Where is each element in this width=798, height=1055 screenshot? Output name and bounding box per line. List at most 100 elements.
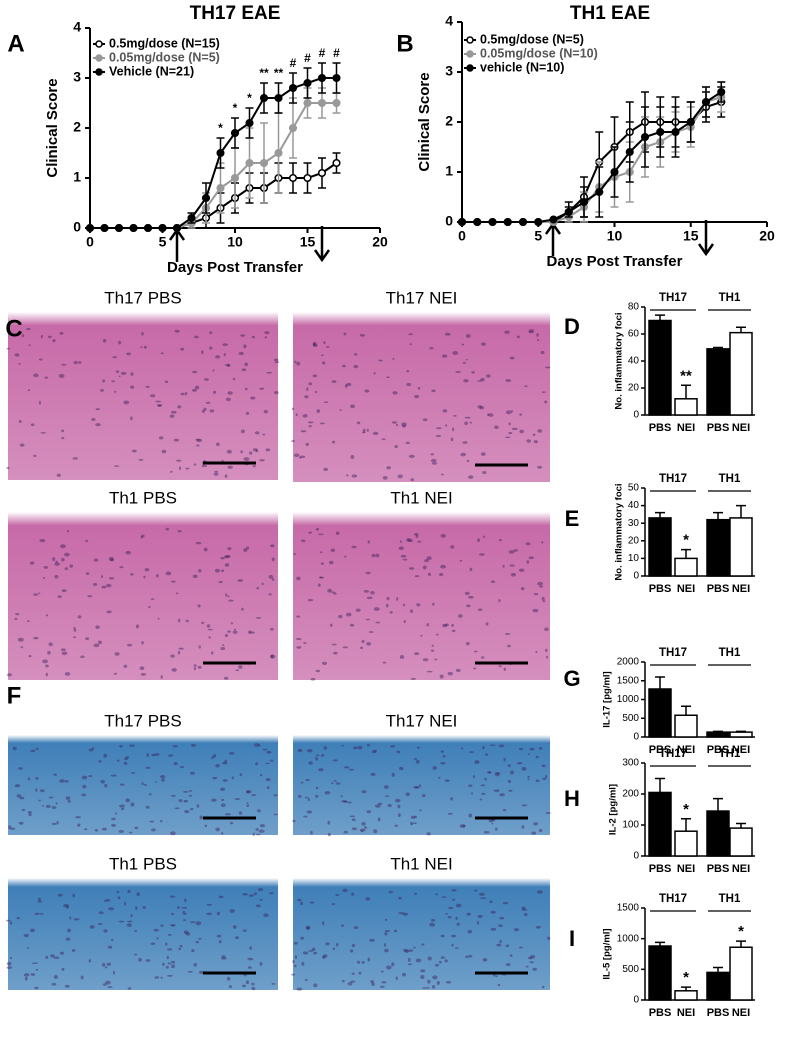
nucleus: [173, 761, 178, 766]
nucleus: [64, 984, 70, 988]
nucleus: [182, 910, 186, 915]
nucleus: [222, 779, 228, 782]
legend-marker: [466, 64, 474, 72]
nucleus: [464, 416, 471, 419]
nucleus: [451, 943, 454, 947]
nucleus: [164, 380, 169, 384]
nucleus: [414, 394, 420, 399]
nucleus: [218, 581, 223, 584]
nucleus: [274, 390, 279, 395]
nucleus: [331, 782, 334, 785]
nucleus: [254, 743, 259, 747]
nucleus: [225, 397, 231, 402]
nucleus: [255, 904, 261, 908]
nucleus: [203, 378, 209, 381]
bar: [706, 518, 730, 577]
nucleus: [432, 975, 438, 980]
nucleus: [232, 630, 238, 634]
nucleus: [98, 911, 104, 915]
nucleus: [525, 542, 531, 546]
nucleus: [247, 957, 254, 961]
nucleus: [427, 979, 431, 984]
nucleus: [321, 955, 326, 959]
nucleus: [80, 975, 84, 980]
nucleus: [361, 829, 364, 833]
nucleus: [249, 631, 256, 634]
legend-label: 0.05mg/dose (N=5): [109, 50, 220, 64]
nucleus: [120, 371, 127, 375]
nucleus: [102, 379, 106, 383]
y-tick-label: 10: [628, 553, 640, 564]
nucleus: [362, 428, 366, 433]
x-tick-label: NEI: [732, 583, 750, 595]
nucleus: [366, 641, 372, 646]
image-caption: Th17 PBS: [104, 288, 182, 307]
nucleus: [251, 794, 257, 797]
nucleus: [194, 335, 199, 339]
y-tick-label: 100: [622, 820, 639, 831]
nucleus: [197, 665, 202, 669]
panel-label: E: [565, 506, 580, 531]
nucleus: [45, 664, 49, 668]
nucleus: [99, 388, 104, 392]
nucleus: [384, 932, 388, 936]
nucleus: [545, 655, 549, 659]
data-point: [143, 223, 153, 233]
nucleus: [114, 390, 117, 393]
nucleus: [146, 753, 149, 758]
x-tick-label: PBS: [649, 744, 672, 756]
nucleus: [209, 409, 215, 413]
nucleus: [372, 749, 376, 754]
nucleus: [527, 778, 530, 781]
nucleus: [30, 928, 35, 933]
nucleus: [499, 916, 505, 920]
nucleus: [209, 331, 213, 335]
significance-mark: #: [304, 51, 311, 65]
nucleus: [205, 401, 211, 404]
y-tick-label: 1: [445, 163, 453, 179]
nucleus: [118, 920, 125, 923]
nucleus: [533, 440, 538, 444]
nucleus: [322, 361, 326, 365]
nucleus: [241, 368, 247, 372]
nucleus: [185, 619, 189, 623]
x-tick-label: PBS: [649, 422, 672, 434]
nucleus: [513, 549, 519, 552]
nucleus: [107, 986, 113, 988]
nucleus: [420, 975, 425, 980]
nucleus: [349, 815, 356, 818]
nucleus: [43, 565, 49, 569]
nucleus: [450, 797, 453, 801]
nucleus: [224, 364, 231, 366]
nucleus: [409, 343, 412, 346]
group-label: TH1: [719, 647, 741, 659]
nucleus: [8, 825, 12, 829]
nucleus: [78, 361, 82, 364]
nucleus: [511, 427, 518, 431]
nucleus: [207, 628, 213, 631]
y-axis-label: IL-17 [pg/ml]: [602, 671, 613, 727]
y-tick-label: 4: [73, 19, 81, 35]
nucleus: [395, 423, 399, 427]
micrograph: [291, 878, 551, 991]
nucleus: [375, 621, 381, 624]
nucleus: [392, 357, 395, 360]
nucleus: [18, 821, 24, 825]
nucleus: [129, 744, 135, 747]
nucleus: [306, 926, 310, 930]
nucleus: [40, 789, 45, 793]
nucleus: [478, 608, 483, 612]
nucleus: [302, 951, 309, 955]
nucleus: [440, 750, 445, 753]
nucleus: [345, 612, 352, 617]
data-point: [288, 83, 298, 93]
nucleus: [84, 828, 88, 831]
nucleus: [462, 361, 466, 364]
nucleus: [304, 978, 308, 981]
arrow-down: [697, 220, 715, 257]
nucleus: [350, 980, 356, 983]
nucleus: [358, 745, 363, 750]
nucleus: [154, 753, 160, 756]
nucleus: [432, 984, 436, 989]
